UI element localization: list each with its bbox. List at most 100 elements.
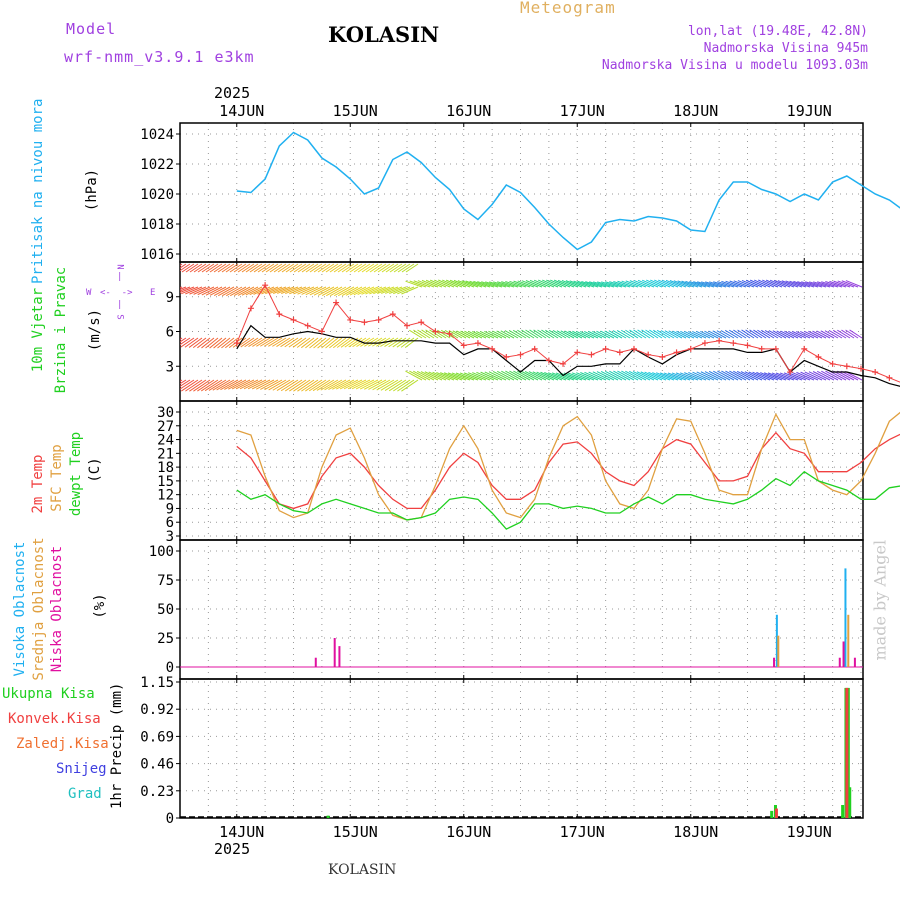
wind-barb	[824, 330, 839, 339]
wind-barb	[180, 337, 195, 348]
wind-barb	[421, 329, 435, 339]
wind-barb	[696, 330, 711, 339]
wind-barb	[784, 330, 799, 339]
wind-barb	[353, 263, 367, 273]
wind-barb	[729, 370, 747, 381]
wind-barb	[381, 263, 395, 273]
wind-barb	[832, 329, 847, 339]
wind-barb	[389, 286, 407, 294]
wind-barb	[253, 263, 267, 273]
wind-barb	[288, 337, 303, 348]
y-tick-label: 100	[149, 544, 174, 560]
lonlat-text: lon,lat (19.48E, 42.8N)	[687, 24, 868, 39]
wind-barb	[313, 337, 327, 349]
wind-barb	[500, 330, 515, 339]
wind-barb	[484, 371, 503, 381]
wind-barb	[328, 379, 347, 391]
wind-barb	[345, 263, 359, 273]
wind-barb	[393, 263, 407, 273]
wind-barb	[679, 372, 699, 381]
wind-barb	[221, 263, 235, 273]
wind-barb	[181, 379, 199, 392]
wind-barb	[771, 372, 791, 381]
wind-barb	[393, 379, 411, 392]
wind-barb	[813, 281, 831, 288]
wind-barb	[521, 370, 539, 381]
wind-barb	[663, 372, 683, 381]
wind-barb	[197, 263, 211, 273]
wind-barb	[452, 330, 467, 339]
wind-barb	[357, 286, 375, 296]
wind-barb	[669, 280, 687, 288]
wind-barb	[343, 379, 363, 390]
wind-barb	[184, 337, 199, 348]
wind-barb	[608, 330, 623, 339]
wind-barb	[849, 329, 863, 339]
wind-barb	[397, 379, 415, 392]
wind-barb	[385, 263, 399, 273]
y-tick-label: 0.69	[140, 729, 174, 745]
y-tick-label: 0.23	[140, 784, 174, 800]
wind-barb	[265, 286, 283, 295]
wind-barb	[808, 330, 823, 339]
wind-gust-marker	[602, 345, 609, 352]
precip-label-2: Konvek.Kisa	[8, 711, 101, 727]
wind-barb	[200, 379, 219, 392]
wind-barb	[401, 286, 419, 295]
wind-barb	[513, 370, 531, 381]
wind-barb	[448, 330, 463, 339]
wind-barb	[636, 371, 655, 381]
wind-barb	[533, 329, 547, 339]
wind-barb	[465, 280, 483, 288]
wind-barb	[209, 286, 227, 296]
wind-barb	[360, 337, 375, 347]
precip-label-4: Snijeg	[56, 761, 107, 777]
wind-barb	[841, 280, 859, 288]
wind-barb	[336, 337, 351, 348]
compass-arrow-horizontal: <- ->	[100, 288, 133, 298]
wind-barb	[488, 371, 507, 381]
bottom-year-label: 2025	[214, 840, 250, 858]
wind-barb	[700, 330, 715, 339]
wind-barb	[361, 263, 375, 273]
wind-barb	[704, 371, 723, 381]
wind-barb	[460, 330, 475, 339]
wind-barb	[313, 263, 327, 273]
wind-barb	[793, 280, 811, 288]
wind-barb	[188, 337, 203, 348]
wind-barb	[209, 337, 223, 349]
wind-barb	[436, 371, 455, 381]
wind-barb	[280, 337, 295, 348]
wind-barb	[269, 263, 283, 273]
y-tick-label: 25	[157, 631, 174, 647]
wind-barb	[305, 379, 323, 392]
wind-barb	[677, 280, 695, 288]
wind-barb	[305, 263, 319, 273]
y-tick-label: 1018	[140, 217, 174, 233]
wind-barb	[405, 280, 423, 288]
wind-barb	[181, 286, 199, 295]
wind-barb	[557, 279, 575, 288]
wind-barb	[241, 286, 259, 296]
wind-barb	[226, 286, 243, 297]
wind-gust-marker	[687, 345, 694, 352]
wind-barb	[489, 281, 507, 288]
wind-barb	[217, 263, 231, 273]
wind-barb	[308, 379, 327, 392]
wind-barb	[685, 280, 703, 288]
wind-gust-marker	[545, 357, 552, 364]
wind-barb	[180, 379, 191, 387]
wind-barb	[572, 330, 587, 339]
wind-barb	[546, 279, 563, 288]
wind-barb	[845, 280, 863, 288]
wind-barb	[773, 279, 791, 288]
wind-barb	[260, 379, 279, 390]
wind-barb	[368, 379, 387, 390]
wind-barb	[229, 286, 247, 297]
wind-barb	[550, 279, 567, 288]
y-tick-label: 0.92	[140, 702, 174, 718]
wind-barb	[420, 371, 439, 381]
wind-barb	[221, 337, 235, 349]
wind-barb	[609, 281, 627, 288]
top-date-label: 16JUN	[446, 102, 491, 120]
